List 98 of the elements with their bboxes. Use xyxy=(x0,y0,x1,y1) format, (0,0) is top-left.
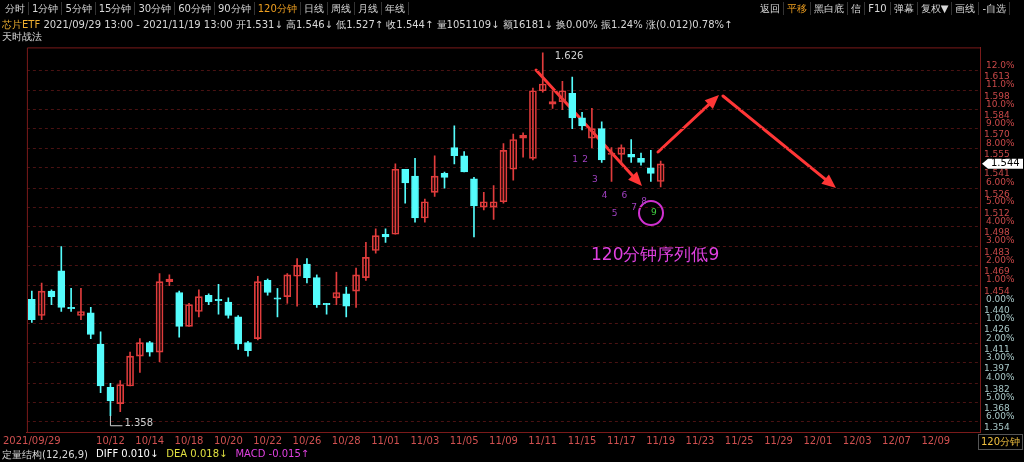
text: 5分钟 xyxy=(62,2,96,15)
y-tick-label: 1.483 xyxy=(984,246,1010,257)
annotation: 8 xyxy=(641,196,648,207)
text: 周线 xyxy=(327,2,355,15)
y-tick-label: 1.613 xyxy=(984,70,1010,81)
x-tick-label: 11/15 xyxy=(567,434,597,446)
y2-tick-label: 5.00% xyxy=(986,196,1016,207)
annotation: 1.626 xyxy=(554,50,584,62)
text: 1.544 xyxy=(991,157,1020,169)
x-tick-label: 11/01 xyxy=(371,434,400,446)
annotation: 9 xyxy=(650,207,657,218)
text: 黑白底 xyxy=(811,2,849,15)
text: DIFF 0.010↓ xyxy=(95,448,159,461)
text: 1分钟 xyxy=(29,2,63,15)
text: 90分钟 xyxy=(214,2,255,15)
annotation: 7 xyxy=(631,202,638,213)
y2-tick-label: 9.00% xyxy=(986,118,1016,129)
x-tick-label: 11/11 xyxy=(528,434,558,446)
annotation: 4 xyxy=(601,190,608,201)
y2-tick-label: 12.0% xyxy=(986,59,1016,70)
text: 月线 xyxy=(354,2,382,15)
text: 返回 xyxy=(757,2,785,15)
text: 天时战法 xyxy=(2,31,42,42)
x-tick-label: 10/28 xyxy=(331,434,361,446)
text: F10 xyxy=(865,2,891,15)
x-tick-label: 12/07 xyxy=(882,434,911,446)
x-tick-label: 10/12 xyxy=(96,434,125,446)
x-tick-label: 10/18 xyxy=(174,434,204,446)
y2-tick-label: 6.00% xyxy=(986,176,1016,187)
y2-tick-label: 5.00% xyxy=(986,391,1016,402)
x-tick-label: 12/09 xyxy=(921,434,951,446)
annotation: 5 xyxy=(611,208,618,219)
x-tick-label: 12/01 xyxy=(803,434,833,446)
annotation: 6 xyxy=(621,190,628,201)
y-tick-label: 1.570 xyxy=(984,129,1011,139)
text: 60分钟 xyxy=(175,2,215,15)
text: -自选 xyxy=(979,2,1010,15)
y-tick-label: 1.498 xyxy=(984,226,1011,237)
y2-tick-label: 2.00% xyxy=(986,332,1016,343)
x-tick-label: 11/25 xyxy=(724,434,754,446)
text: 年线 xyxy=(381,2,409,15)
x-tick-label: 11/05 xyxy=(449,434,479,446)
annotation: 1.358 xyxy=(124,417,154,429)
text: MACD -0.015↑ xyxy=(235,448,310,461)
x-tick-label: 12/03 xyxy=(842,434,872,446)
annotation: 120分钟序列低9 xyxy=(591,244,720,264)
y2-tick-label: 1.00% xyxy=(986,274,1016,285)
y2-tick-label: 2.00% xyxy=(986,254,1016,265)
y-tick-label: 1.469 xyxy=(984,265,1011,276)
chart-subtitle: 2021/09/29 13:00 - 2021/11/19 13:00 开1.531↓ 高1.546↓ 低1.527↑ 收1.544↑ 量1051109↓ 额16181↓ 换0.00% 振1.24% 涨(0.012)0.78%↑ xyxy=(43,19,733,30)
text: 平移 xyxy=(784,2,812,15)
text: 日线 xyxy=(300,2,328,15)
x-tick-label: 11/29 xyxy=(764,434,793,446)
x-tick-label: 11/17 xyxy=(606,434,636,446)
y2-tick-label: 8.00% xyxy=(986,137,1016,148)
y-tick-label: 1.397 xyxy=(984,363,1010,374)
x-tick-label: 11/23 xyxy=(685,434,715,446)
y-tick-label: 1.440 xyxy=(984,305,1011,316)
text: 复权▼ xyxy=(917,2,953,15)
y-tick-label: 1.382 xyxy=(984,383,1010,394)
text: 弹幕 xyxy=(890,2,918,15)
x-tick-label: 2021/09/29 xyxy=(3,434,61,446)
x-tick-label: 11/09 xyxy=(489,434,518,446)
text: 120分钟 xyxy=(980,436,1020,447)
y-tick-label: 1.526 xyxy=(984,188,1011,199)
text: 120分钟 xyxy=(254,2,301,15)
text: DEA 0.018↓ xyxy=(166,448,228,461)
x-tick-label: 10/14 xyxy=(135,434,165,446)
y-tick-label: 1.584 xyxy=(984,110,1011,121)
text: 分时 xyxy=(2,2,29,15)
chart-title: 芯片ETF xyxy=(2,19,41,30)
y-tick-label: 1.512 xyxy=(984,207,1010,218)
y2-tick-label: 3.00% xyxy=(986,352,1016,363)
y-tick-label: 1.411 xyxy=(984,344,1010,355)
x-tick-label: 11/03 xyxy=(410,434,440,446)
y2-tick-label: 4.00% xyxy=(986,215,1016,226)
annotation: 3 xyxy=(592,174,598,185)
y-tick-label: 1.555 xyxy=(984,149,1010,160)
y2-tick-label: 1.00% xyxy=(986,313,1016,324)
text: 信 xyxy=(848,2,866,15)
x-tick-label: 11/19 xyxy=(646,434,676,446)
y2-tick-label: 3.00% xyxy=(986,235,1016,246)
x-tick-label: 10/26 xyxy=(292,434,322,446)
y-tick-label: 1.541 xyxy=(984,168,1010,179)
y2-tick-label: 11.0% xyxy=(986,79,1016,90)
text: 15分钟 xyxy=(95,2,136,15)
y2-tick-label: 4.00% xyxy=(986,372,1016,382)
annotation: 1 xyxy=(572,154,579,165)
text: 30分钟 xyxy=(135,2,176,15)
x-tick-label: 10/22 xyxy=(253,434,283,446)
y-tick-label: 1.368 xyxy=(984,402,1011,413)
x-tick-label: 10/20 xyxy=(213,434,243,446)
y2-tick-label: 6.00% xyxy=(986,411,1016,422)
y-tick-label: 1.426 xyxy=(984,324,1011,335)
y-tick-label: 1.354 xyxy=(984,421,1011,432)
text: 定量结构(12,26,9) xyxy=(2,448,88,462)
text: 画线 xyxy=(952,2,980,15)
annotation: 2 xyxy=(582,154,588,165)
